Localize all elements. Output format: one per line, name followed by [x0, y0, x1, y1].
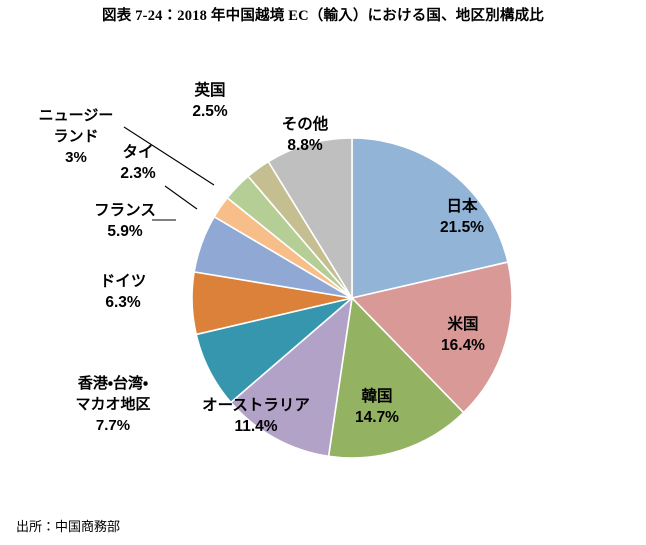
slice-name-korea: 韓国 — [361, 388, 393, 405]
pie-slices — [191, 137, 513, 459]
pie-slice-us[interactable] — [351, 261, 513, 414]
chart-title: 図表 7-24：2018 年中国越境 EC（輸入）における国、地区別構成比 — [102, 8, 544, 24]
slice-value-new-zealand: 3% — [65, 149, 87, 166]
leader-line-nz — [123, 126, 215, 186]
pie-slice-australia[interactable] — [229, 297, 353, 458]
slice-label-korea: 韓国 14.7% — [322, 386, 432, 428]
slice-name-uk: 英国 — [194, 82, 226, 99]
slice-value-france: 5.9% — [107, 223, 143, 240]
slice-label-new-zealand: ニュージー ランド 3% — [16, 105, 136, 168]
slice-label-germany: ドイツ 6.3% — [68, 271, 178, 313]
slice-label-uk: 英国 2.5% — [155, 80, 265, 122]
slice-label-thailand: タイ 2.3% — [88, 142, 188, 184]
slice-value-korea: 14.7% — [355, 409, 399, 426]
slice-value-australia: 11.4% — [234, 418, 278, 435]
slice-label-us: 米国 16.4% — [408, 314, 518, 356]
pie-slice-korea[interactable] — [327, 297, 465, 459]
slice-label-france: フランス 5.9% — [70, 200, 180, 242]
slice-value-germany: 6.3% — [105, 294, 141, 311]
slice-name-australia: オーストラリア — [202, 397, 310, 414]
slice-name-other: その他 — [281, 116, 329, 133]
slice-name-thailand: タイ — [122, 144, 154, 161]
label-leader-lines — [123, 126, 215, 221]
pie-slice-japan[interactable] — [351, 137, 509, 299]
slice-name-france: フランス — [94, 202, 156, 219]
slice-name-new-zealand-line2: ランド — [53, 128, 99, 145]
slice-label-japan: 日本 21.5% — [407, 196, 517, 238]
slice-value-us: 16.4% — [441, 337, 485, 354]
slice-name-germany: ドイツ — [99, 273, 147, 290]
slice-value-uk: 2.5% — [192, 103, 228, 120]
leader-line-thailand — [164, 185, 198, 210]
slice-value-hong-kong-taiwan-macao: 7.7% — [95, 417, 131, 434]
slice-name-japan: 日本 — [446, 198, 478, 215]
slice-label-hong-kong-taiwan-macao: 香港・台湾・ マカオ地区 7.7% — [48, 373, 178, 436]
slice-label-other: その他 8.8% — [250, 114, 360, 156]
slice-name-new-zealand-line1: ニュージー — [38, 107, 114, 124]
slice-value-japan: 21.5% — [440, 219, 484, 236]
pie-slice-other[interactable] — [267, 137, 353, 299]
slice-name-hong-kong-taiwan-macao-line2: マカオ地区 — [75, 396, 151, 413]
slice-name-us: 米国 — [447, 316, 479, 333]
slice-value-other: 8.8% — [287, 137, 323, 154]
source-note: 出所：中国商務部 — [16, 519, 121, 534]
slice-label-australia: オーストラリア 11.4% — [186, 395, 326, 437]
slice-value-thailand: 2.3% — [120, 165, 156, 182]
slice-name-hong-kong-taiwan-macao-line1: 香港・台湾・ — [77, 375, 149, 392]
